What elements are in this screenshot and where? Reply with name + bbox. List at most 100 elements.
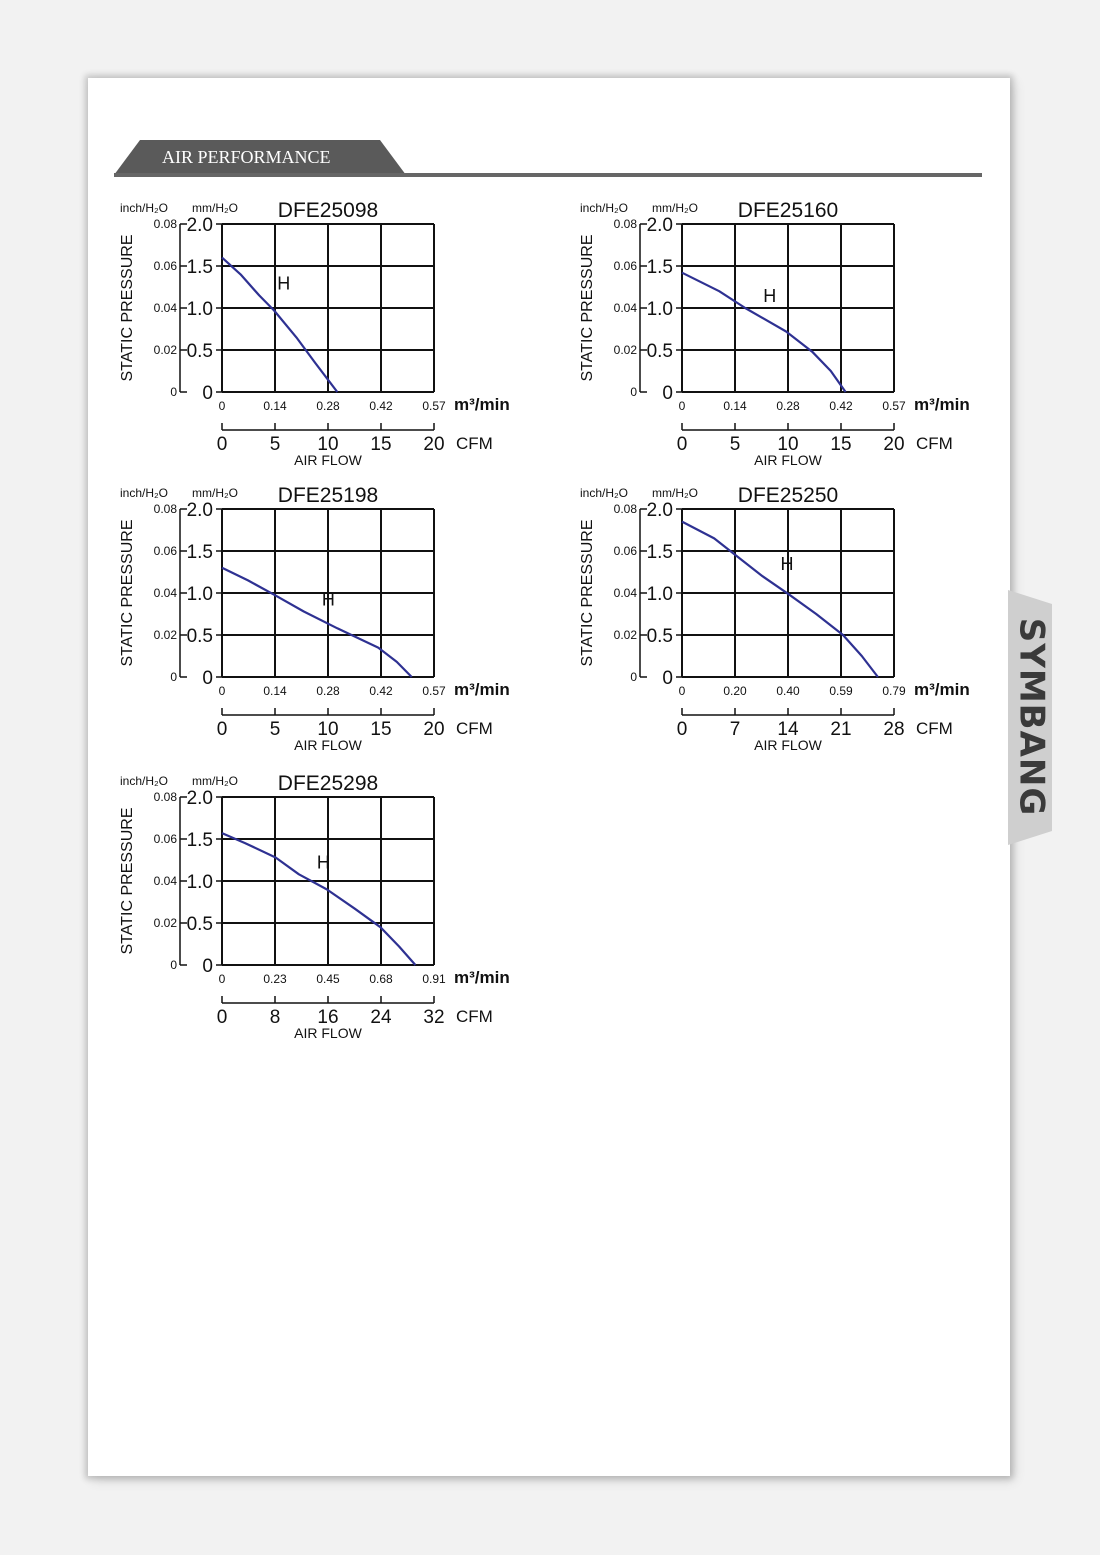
x-unit-cfm: CFM: [456, 719, 493, 738]
y-tick-inch: 0: [170, 958, 177, 972]
x-tick-m3: 0: [219, 972, 226, 986]
y-tick-mm: 0.5: [647, 626, 673, 647]
y-tick-inch: 0.02: [614, 343, 638, 357]
x-tick-m3: 0.28: [776, 399, 800, 413]
x-tick-cfm: 7: [730, 719, 741, 740]
x-axis-label: AIR FLOW: [754, 737, 822, 753]
x-tick-m3: 0.28: [316, 399, 340, 413]
x-tick-m3: 0.45: [316, 972, 340, 986]
y-unit-inch: inch/H₂O: [580, 201, 628, 215]
y-unit-inch: inch/H₂O: [120, 201, 168, 215]
y-axis-label: STATIC PRESSURE: [579, 520, 596, 667]
x-tick-m3: 0.42: [829, 399, 853, 413]
x-tick-m3: 0.20: [723, 684, 747, 698]
y-tick-inch: 0.04: [154, 874, 178, 888]
y-tick-mm: 1.5: [187, 830, 213, 851]
x-tick-m3: 0.28: [316, 684, 340, 698]
y-tick-inch: 0: [170, 385, 177, 399]
series-line-h: [221, 256, 339, 393]
y-tick-inch: 0.02: [154, 343, 178, 357]
x-tick-cfm: 0: [677, 719, 688, 740]
y-tick-mm: 0.5: [187, 341, 213, 362]
chart-svg: DFE25098 inch/H₂O mm/H₂O STATIC PRESSURE 0.0…: [119, 199, 510, 468]
y-tick-inch: 0.06: [614, 259, 638, 273]
x-axis-label: AIR FLOW: [294, 1025, 362, 1041]
x-tick-cfm: 14: [777, 719, 799, 740]
x-unit-cfm: CFM: [916, 434, 953, 453]
x-tick-m3: 0.79: [882, 684, 906, 698]
chart-svg: DFE25160 inch/H₂O mm/H₂O STATIC PRESSURE 0.0…: [579, 199, 970, 468]
chart-title: DFE25198: [278, 484, 378, 507]
y-tick-inch: 0: [630, 385, 637, 399]
x-tick-m3: 0.23: [263, 972, 287, 986]
x-tick-cfm: 0: [217, 719, 228, 740]
y-tick-inch: 0.04: [614, 586, 638, 600]
y-axis-label: STATIC PRESSURE: [119, 520, 136, 667]
x-tick-cfm: 21: [830, 719, 851, 740]
x-tick-m3: 0.14: [263, 399, 287, 413]
series-line-h: [681, 271, 847, 393]
chart-dfe25198: DFE25198 inch/H₂O mm/H₂O STATIC PRESSURE 0.0…: [110, 480, 540, 765]
series-line-h: [221, 566, 413, 678]
x-unit-m3: m³/min: [914, 680, 970, 699]
y-unit-mm: mm/H₂O: [652, 486, 698, 500]
x-tick-m3: 0: [679, 684, 686, 698]
x-unit-m3: m³/min: [454, 968, 510, 987]
y-tick-inch: 0.08: [614, 502, 638, 516]
x-unit-cfm: CFM: [916, 719, 953, 738]
chart-svg: DFE25298 inch/H₂O mm/H₂O STATIC PRESSURE 0.0…: [119, 772, 510, 1041]
brand-name: SYMBANG: [1012, 618, 1052, 817]
y-tick-inch: 0.06: [154, 544, 178, 558]
section-banner: AIR PERFORMANCE: [114, 140, 982, 177]
x-axis-label: AIR FLOW: [294, 737, 362, 753]
x-axis-label: AIR FLOW: [294, 452, 362, 468]
y-tick-inch: 0.04: [614, 301, 638, 315]
y-tick-mm: 0: [662, 383, 673, 404]
y-unit-mm: mm/H₂O: [192, 486, 238, 500]
x-tick-cfm: 5: [270, 434, 281, 455]
x-tick-m3: 0.59: [829, 684, 853, 698]
y-unit-inch: inch/H₂O: [120, 774, 168, 788]
y-tick-inch: 0.08: [154, 790, 178, 804]
y-tick-inch: 0.06: [154, 259, 178, 273]
page-sheet: [88, 78, 1010, 1476]
y-tick-mm: 1.5: [647, 257, 673, 278]
x-tick-cfm: 15: [370, 434, 391, 455]
x-tick-m3: 0: [219, 684, 226, 698]
x-tick-m3: 0.14: [263, 684, 287, 698]
brand-tab-shape: [1008, 590, 1052, 845]
y-tick-mm: 1.0: [187, 299, 213, 320]
x-tick-m3: 0.40: [776, 684, 800, 698]
y-tick-inch: 0.02: [614, 628, 638, 642]
x-tick-m3: 0.57: [422, 684, 446, 698]
x-unit-cfm: CFM: [456, 1007, 493, 1026]
series-line-h: [221, 832, 417, 966]
y-tick-inch: 0.02: [154, 628, 178, 642]
y-tick-mm: 0: [202, 383, 213, 404]
series-line-h: [681, 520, 879, 678]
y-tick-inch: 0.08: [614, 217, 638, 231]
x-tick-m3: 0.57: [422, 399, 446, 413]
x-axis-label: AIR FLOW: [754, 452, 822, 468]
x-tick-cfm: 24: [370, 1007, 392, 1028]
y-unit-mm: mm/H₂O: [192, 774, 238, 788]
x-tick-m3: 0.68: [369, 972, 393, 986]
x-tick-cfm: 16: [317, 1007, 338, 1028]
chart-title: DFE25298: [278, 772, 378, 795]
x-tick-cfm: 28: [883, 719, 904, 740]
y-tick-mm: 1.0: [187, 872, 213, 893]
x-tick-cfm: 5: [270, 719, 281, 740]
y-tick-mm: 2.0: [187, 500, 213, 521]
chart-dfe25098: DFE25098 inch/H₂O mm/H₂O STATIC PRESSURE 0.0…: [110, 195, 540, 480]
x-tick-cfm: 10: [317, 719, 338, 740]
banner-tab: [114, 140, 406, 175]
y-tick-mm: 2.0: [647, 500, 673, 521]
x-unit-m3: m³/min: [454, 680, 510, 699]
y-unit-inch: inch/H₂O: [580, 486, 628, 500]
x-tick-cfm: 0: [677, 434, 688, 455]
chart-svg: DFE25250 inch/H₂O mm/H₂O STATIC PRESSURE 0.0…: [579, 484, 970, 753]
x-unit-m3: m³/min: [454, 395, 510, 414]
x-tick-cfm: 8: [270, 1007, 281, 1028]
x-tick-m3: 0: [219, 399, 226, 413]
brand-tab: SYMBANG: [1008, 590, 1052, 845]
